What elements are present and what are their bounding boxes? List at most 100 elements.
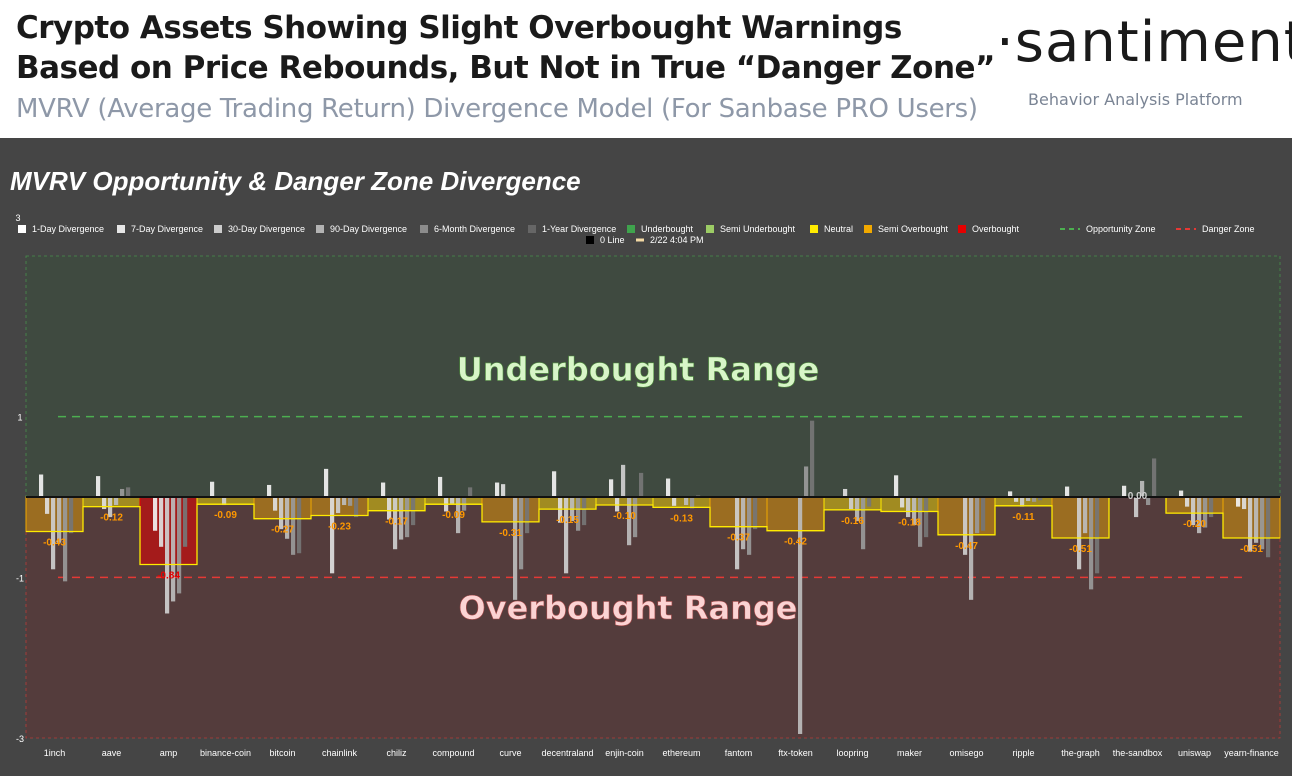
divergence-bar (894, 475, 899, 497)
divergence-bar (1020, 497, 1025, 507)
divergence-bar (222, 497, 227, 506)
divergence-bar (975, 497, 980, 534)
divergence-bar (747, 497, 752, 555)
current-divergence-label: -0.42 (784, 537, 807, 548)
current-divergence-label: -0.31 (499, 528, 522, 539)
x-tick-label: amp (160, 748, 178, 758)
divergence-bar (981, 497, 986, 531)
x-tick-label: chainlink (322, 748, 358, 758)
divergence-bar (1146, 497, 1151, 506)
divergence-bar (1191, 497, 1196, 526)
divergence-bar (963, 497, 968, 555)
divergence-bar (399, 497, 404, 540)
legend-label: 90-Day Divergence (330, 224, 407, 234)
divergence-bar (918, 497, 923, 547)
divergence-bar (51, 497, 56, 570)
current-divergence-bar (766, 496, 825, 532)
x-tick-label: ripple (1012, 748, 1034, 758)
x-tick-label: compound (432, 748, 474, 758)
divergence-bar (1140, 480, 1145, 497)
divergence-bar (1122, 485, 1127, 497)
legend-label: Neutral (824, 224, 853, 234)
x-tick-label: aave (102, 748, 122, 758)
divergence-bar (1242, 497, 1247, 510)
divergence-bar (798, 497, 803, 734)
divergence-bar (810, 420, 815, 497)
divergence-bar (405, 497, 410, 538)
x-tick-label: yearn-finance (1224, 748, 1279, 758)
divergence-bar (165, 497, 170, 614)
divergence-bar (1179, 490, 1184, 497)
current-divergence-label: -0.18 (898, 517, 921, 528)
legend-label: Overbought (972, 224, 1020, 234)
divergence-bar (387, 497, 392, 520)
divergence-bar (297, 497, 302, 554)
divergence-bar (324, 468, 329, 497)
current-divergence-label: -0.43 (43, 538, 66, 549)
current-divergence-label: -0.15 (556, 515, 579, 526)
divergence-bar (513, 497, 518, 600)
divergence-bar (279, 497, 284, 530)
legend-label: 7-Day Divergence (131, 224, 203, 234)
x-tick-label: uniswap (1178, 748, 1211, 758)
divergence-bar (456, 497, 461, 534)
divergence-bar (120, 488, 125, 497)
divergence-bar (183, 497, 188, 547)
x-tick-label: ftx-token (778, 748, 813, 758)
divergence-bar (267, 484, 272, 497)
legend-label: 0 Line (600, 235, 625, 245)
divergence-bar (1038, 497, 1043, 501)
brand-tagline: Behavior Analysis Platform (1028, 90, 1243, 109)
current-divergence-label: -0.84 (157, 570, 180, 581)
current-divergence-label: -0.16 (841, 516, 864, 527)
divergence-bar (525, 497, 530, 534)
x-tick-label: ethereum (662, 748, 700, 758)
divergence-bar (57, 497, 62, 543)
headline-subtitle: MVRV (Average Trading Return) Divergence… (16, 94, 978, 124)
divergence-bar (1134, 497, 1139, 518)
divergence-bar (1209, 497, 1214, 518)
legend-label: 2/22 4:04 PM (650, 235, 704, 245)
current-divergence-bar (652, 496, 711, 508)
divergence-bar (615, 497, 620, 512)
legend-label: 30-Day Divergence (228, 224, 305, 234)
divergence-bar (1089, 497, 1094, 590)
divergence-bar (564, 497, 569, 574)
divergence-bar (924, 497, 929, 538)
divergence-bar (672, 497, 677, 506)
divergence-bar (735, 497, 740, 570)
x-tick-label: the-sandbox (1113, 748, 1163, 758)
divergence-bar (468, 487, 473, 497)
overbought-range-label: Overbought Range (459, 589, 798, 627)
y-tick-label: -1 (16, 573, 24, 583)
divergence-bar (969, 497, 974, 600)
divergence-bar (1032, 497, 1037, 502)
divergence-bar (45, 497, 50, 514)
divergence-bar (1095, 497, 1100, 574)
divergence-bar (342, 497, 347, 506)
divergence-bar (900, 497, 905, 508)
current-divergence-label: -0.10 (613, 511, 636, 522)
overbought-zone (25, 496, 1281, 739)
divergence-bar (381, 482, 386, 497)
divergence-bar (291, 497, 296, 555)
divergence-bar (114, 497, 119, 506)
divergence-bar (39, 474, 44, 497)
divergence-bar (1026, 497, 1031, 502)
y-tick-label: 1 (17, 413, 22, 423)
divergence-bar (1185, 497, 1190, 507)
legend-swatch (864, 225, 872, 233)
current-divergence-label: -0.51 (1069, 544, 1092, 555)
legend-label: Opportunity Zone (1086, 224, 1156, 234)
divergence-bar (753, 497, 758, 530)
legend-swatch (706, 225, 714, 233)
divergence-bar (438, 476, 443, 497)
current-divergence-line (26, 496, 1280, 566)
divergence-bar (348, 497, 353, 506)
divergence-bar (861, 497, 866, 550)
divergence-bar (285, 497, 290, 539)
current-divergence-label: -0.09 (442, 510, 465, 521)
current-divergence-label: -0.13 (670, 513, 693, 524)
divergence-bar (1065, 486, 1070, 497)
legend-label: 1-Year Divergence (542, 224, 616, 234)
